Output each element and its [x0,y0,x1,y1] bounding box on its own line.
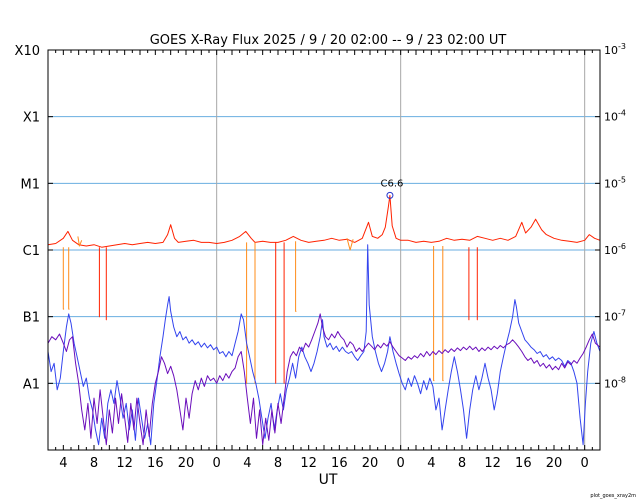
chart-title: GOES X-Ray Flux 2025 / 9 / 20 02:00 -- 9… [150,33,507,48]
series-line-12 [295,241,297,312]
x-tick-label-15: 16 [515,456,532,471]
annotation-layer: C6.6 [380,178,403,199]
grid-layer [48,50,600,450]
x-tick-label-14: 12 [484,456,501,471]
series-line-7 [62,247,65,310]
x-tick-label-8: 12 [300,456,317,471]
series-line-17 [47,313,601,446]
series-line-9 [77,236,83,247]
series-line-15 [442,246,444,382]
y-left-label-1: B1 [23,311,40,326]
series-line-14 [433,246,435,382]
series-line-13 [346,238,354,251]
series-line-8 [68,247,70,310]
flare-peak-marker-0 [386,191,394,199]
x-tick-label-17: 0 [581,456,589,471]
x-axis-label: UT [319,472,338,488]
y-left-label-4: X1 [23,111,40,126]
x-tick-label-11: 0 [397,456,405,471]
y-left-label-2: C1 [23,244,40,259]
x-tick-label-0: 4 [59,456,67,471]
y-left-label-3: M1 [21,177,41,192]
x-tick-label-9: 16 [331,456,348,471]
flare-peak-label-0: C6.6 [380,178,403,189]
tick-layer [47,49,601,450]
x-tick-label-5: 0 [213,456,221,471]
x-tick-label-1: 8 [90,456,98,471]
series-line-10 [246,242,248,384]
series-line-16 [47,244,601,446]
x-tick-label-4: 20 [178,456,195,471]
y-left-label-5: X10 [15,44,40,59]
x-tick-label-13: 8 [458,456,466,471]
x-tick-label-16: 20 [546,456,563,471]
series-line-0 [47,194,601,248]
x-tick-label-7: 8 [274,456,282,471]
x-tick-label-2: 12 [116,456,133,471]
x-tick-label-3: 16 [147,456,164,471]
y-left-label-0: A1 [23,377,40,392]
x-tick-label-6: 4 [243,456,251,471]
footer-label: plot_goes_xray2m [590,493,636,499]
x-tick-label-12: 4 [427,456,435,471]
x-tick-label-10: 20 [362,456,379,471]
series-layer [47,194,601,446]
